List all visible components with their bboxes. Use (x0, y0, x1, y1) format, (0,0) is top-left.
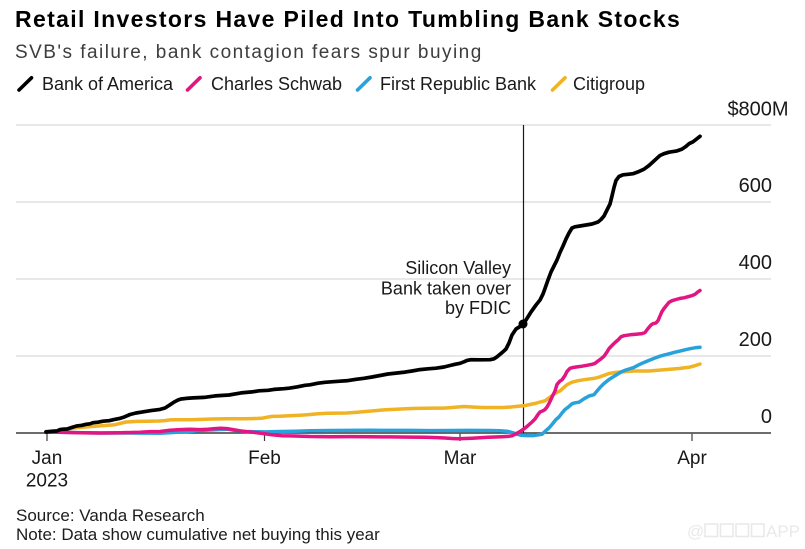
svg-text:@: @ (687, 522, 704, 541)
svg-text:400: 400 (739, 252, 772, 274)
svg-text:Bank taken over: Bank taken over (381, 279, 511, 299)
svg-text:$800M: $800M (727, 99, 788, 121)
svg-text:First Republic Bank: First Republic Bank (380, 74, 537, 94)
svg-text:2023: 2023 (26, 471, 68, 492)
svg-text:600: 600 (739, 175, 772, 197)
svg-text:Jan: Jan (32, 448, 63, 469)
svg-text:Apr: Apr (677, 448, 707, 469)
svg-text:Note: Data show cumulative net: Note: Data show cumulative net buying th… (16, 525, 380, 544)
svg-text:Silicon Valley: Silicon Valley (405, 258, 511, 278)
svg-text:SVB's failure, bank contagion: SVB's failure, bank contagion fears spur… (15, 42, 483, 63)
svg-text:Source: Vanda Research: Source: Vanda Research (16, 506, 205, 525)
svg-text:200: 200 (739, 329, 772, 351)
svg-text:0: 0 (761, 406, 772, 428)
svg-text:Citigroup: Citigroup (573, 74, 645, 94)
svg-text:Bank of America: Bank of America (42, 74, 174, 94)
svg-text:Retail Investors Have Piled In: Retail Investors Have Piled Into Tumblin… (15, 6, 681, 32)
svg-text:APP: APP (766, 522, 800, 541)
svg-text:Feb: Feb (248, 448, 281, 469)
svg-text:Mar: Mar (444, 448, 477, 469)
svg-text:by FDIC: by FDIC (445, 298, 511, 318)
svg-text:Charles Schwab: Charles Schwab (211, 74, 342, 94)
